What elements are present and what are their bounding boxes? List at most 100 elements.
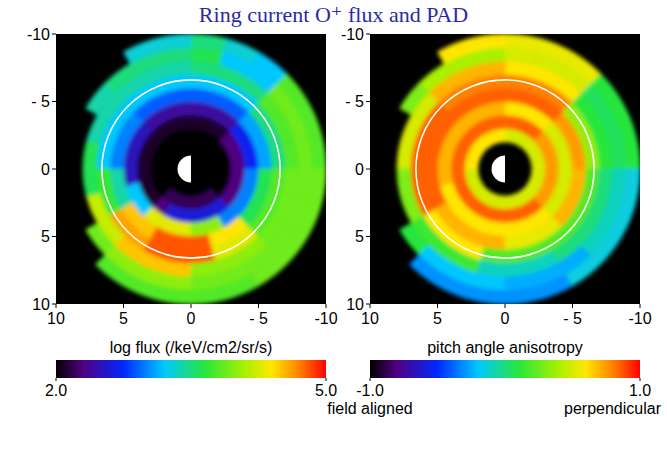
cell	[397, 141, 414, 169]
cell	[438, 274, 474, 299]
colorbar-tick-label: 2.0	[45, 382, 67, 399]
x-tick	[572, 304, 573, 308]
cell	[191, 129, 201, 143]
x-tick	[123, 304, 124, 308]
cell	[438, 152, 453, 169]
cell	[505, 34, 540, 52]
colorbar-tick	[370, 378, 371, 381]
colorbar-label: log flux (/keV/cm2/sr/s)	[110, 339, 273, 356]
colorbar-tick	[56, 378, 57, 381]
y-tick-label: -10	[341, 26, 364, 43]
x-tick	[326, 304, 327, 308]
cell	[438, 39, 474, 64]
x-tick	[437, 304, 438, 308]
cell	[181, 195, 191, 209]
cell	[217, 169, 231, 179]
cell	[536, 274, 572, 299]
x-tick-label: 10	[47, 310, 65, 327]
cell	[557, 169, 572, 186]
cell	[177, 208, 191, 223]
cell	[191, 286, 226, 304]
cell	[566, 52, 601, 83]
cell	[87, 115, 109, 145]
cell	[277, 230, 308, 265]
plot-background	[370, 34, 640, 304]
colorbar	[56, 360, 326, 378]
y-tick	[52, 236, 56, 237]
x-tick	[258, 304, 259, 308]
colorbar	[370, 360, 640, 378]
colorbar-tick-label: 5.0	[315, 382, 337, 399]
y-tick	[366, 34, 370, 35]
y-tick-label: - 5	[345, 93, 364, 110]
cell	[191, 115, 205, 130]
y-tick-label: - 5	[31, 93, 50, 110]
x-tick-label: 0	[501, 310, 510, 327]
cell	[296, 102, 321, 138]
cell	[137, 155, 152, 169]
y-tick	[366, 236, 370, 237]
colorbar-tick-label: -1.0	[356, 382, 384, 399]
cell	[308, 134, 326, 169]
cell	[83, 141, 100, 169]
x-tick-label: -10	[314, 310, 337, 327]
cell	[243, 169, 258, 186]
cell	[308, 169, 326, 204]
cell	[531, 169, 545, 179]
cell	[610, 102, 635, 138]
page: {"title": "Ring current O⁺ flux and PAD"…	[0, 0, 667, 459]
figure-title: Ring current O⁺ flux and PAD	[199, 2, 468, 27]
cell	[544, 169, 559, 183]
colorbar-tick	[326, 378, 327, 381]
cell	[491, 208, 505, 223]
x-tick-label: 10	[361, 310, 379, 327]
figure: Ring current O⁺ flux and PAD 10 5 0 - 5 -10 -1…	[0, 0, 667, 459]
cell	[86, 83, 115, 115]
y-tick-label: -10	[27, 26, 50, 43]
earth-day	[178, 156, 192, 183]
colorbar-tick-label: 1.0	[629, 382, 651, 399]
cell	[151, 159, 165, 169]
reference-ring	[102, 80, 280, 258]
x-tick	[56, 304, 57, 308]
cell	[230, 169, 245, 183]
cell	[505, 129, 515, 143]
cell	[410, 255, 445, 286]
x-tick	[505, 304, 506, 308]
y-tick-label: 10	[346, 296, 364, 313]
y-tick-label: 5	[355, 228, 364, 245]
earth-night	[492, 156, 519, 183]
y-tick	[366, 169, 370, 170]
y-tick	[366, 304, 370, 305]
panel: 1050- 5-10-10- 50510log flux (/keV/cm2/s…	[27, 26, 338, 400]
cell	[488, 221, 505, 236]
x-tick-label: - 5	[563, 310, 582, 327]
colorbar-label: pitch angle anisotropy	[427, 339, 583, 356]
colorbar-end-label: perpendicular	[564, 400, 662, 417]
x-tick-label: 0	[187, 310, 196, 327]
y-tick-label: 5	[41, 228, 50, 245]
plot-area	[83, 34, 326, 304]
cell	[156, 286, 191, 304]
reference-ring	[416, 80, 594, 258]
cell	[96, 255, 131, 286]
cell	[397, 169, 414, 197]
cell	[465, 159, 479, 169]
cell	[124, 274, 160, 299]
y-tick	[52, 34, 56, 35]
cell	[622, 134, 640, 169]
cells	[397, 34, 640, 304]
cell	[191, 102, 208, 117]
cell	[124, 152, 139, 169]
y-tick	[52, 101, 56, 102]
plot-background	[56, 34, 326, 304]
x-tick	[640, 304, 641, 308]
cell	[505, 286, 540, 304]
cell	[83, 169, 100, 197]
cell	[505, 102, 522, 117]
x-tick	[370, 304, 371, 308]
cell	[505, 115, 519, 130]
cell	[156, 34, 191, 52]
cell	[296, 200, 321, 236]
colorbar-end-label: field aligned	[327, 400, 412, 417]
